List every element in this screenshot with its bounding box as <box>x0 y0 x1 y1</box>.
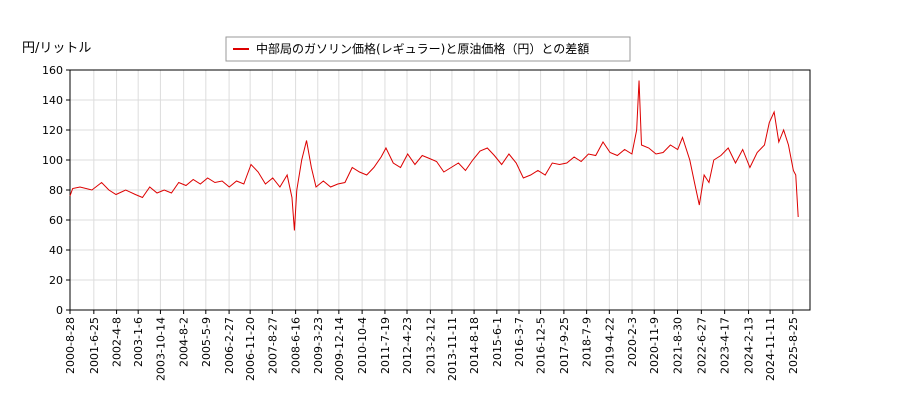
legend: 中部局のガソリン価格(レギュラー)と原油価格（円）との差額 <box>225 36 631 62</box>
x-tick-label: 2001-6-25 <box>88 317 101 374</box>
x-tick-label: 2019-4-22 <box>603 317 616 374</box>
y-tick-label: 100 <box>42 154 63 167</box>
x-tick-label: 2017-9-25 <box>558 317 571 374</box>
x-tick-label: 2016-12-5 <box>535 317 548 374</box>
x-tick-label: 2020-2-3 <box>626 317 639 367</box>
x-tick-label: 2006-2-27 <box>223 317 236 374</box>
y-tick-label: 120 <box>42 124 63 137</box>
y-tick-label: 160 <box>42 64 63 77</box>
x-tick-label: 2016-3-7 <box>513 317 526 367</box>
x-tick-label: 2004-8-2 <box>178 317 191 367</box>
x-tick-label: 2003-10-14 <box>154 317 167 381</box>
x-tick-label: 2007-8-27 <box>266 317 279 374</box>
y-tick-label: 0 <box>56 304 63 317</box>
x-tick-label: 2013-2-12 <box>424 317 437 374</box>
x-tick-label: 2021-8-30 <box>672 317 685 374</box>
x-tick-label: 2024-11-11 <box>764 317 777 381</box>
x-tick-label: 2009-3-23 <box>312 317 325 374</box>
x-tick-label: 2000-8-28 <box>64 317 77 374</box>
x-tick-label: 2018-7-9 <box>581 317 594 367</box>
legend-label: 中部局のガソリン価格(レギュラー)と原油価格（円）との差額 <box>256 41 589 56</box>
x-tick-label: 2012-4-23 <box>401 317 414 374</box>
x-tick-label: 2005-5-9 <box>200 317 213 367</box>
y-tick-label: 140 <box>42 94 63 107</box>
x-tick-label: 2008-6-16 <box>290 317 303 374</box>
x-tick-label: 2022-6-27 <box>695 317 708 374</box>
y-tick-label: 20 <box>49 274 63 287</box>
x-tick-label: 2010-10-4 <box>356 317 369 374</box>
y-axis-label: 円/リットル <box>22 41 91 56</box>
y-tick-label: 80 <box>49 184 63 197</box>
x-tick-label: 2002-4-8 <box>111 317 124 367</box>
x-tick-label: 2014-8-18 <box>468 317 481 374</box>
y-tick-label: 60 <box>49 214 63 227</box>
x-tick-label: 2003-1-6 <box>132 317 145 367</box>
plot-frame <box>69 69 811 311</box>
x-tick-label: 2009-12-14 <box>333 317 346 381</box>
x-tick-label: 2024-2-13 <box>743 317 756 374</box>
data-line <box>69 80 799 231</box>
x-tick-label: 2025-8-25 <box>787 317 800 374</box>
y-tick-label: 40 <box>49 244 63 257</box>
legend-box <box>225 36 631 62</box>
x-tick-label: 2006-11-20 <box>244 317 257 381</box>
x-tick-label: 2023-4-17 <box>719 317 732 374</box>
x-tick-label: 2015-6-1 <box>491 317 504 367</box>
x-tick-label: 2020-11-9 <box>648 317 661 374</box>
x-tick-label: 2013-11-11 <box>446 317 459 381</box>
x-tick-label: 2011-7-19 <box>379 317 392 374</box>
